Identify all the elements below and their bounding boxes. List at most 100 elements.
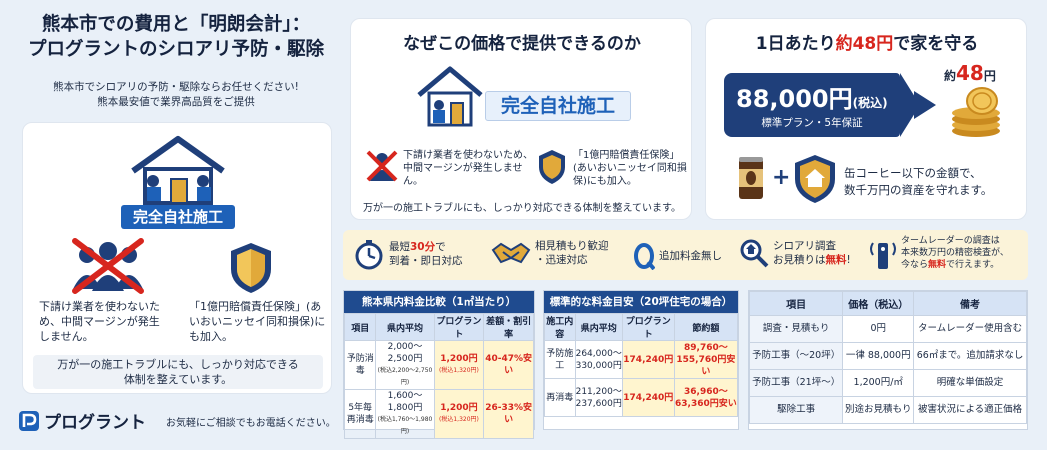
t1r1-avg1: 1,600〜	[387, 391, 423, 401]
table1-cell-avg: 2,000〜 2,500円 (税込2,200〜2,750円)	[375, 340, 435, 390]
right-daily-cost-card: 1日あたり約48円で家を守る 88,000円(税込) 標準プラン・5年保証 約4…	[705, 18, 1027, 220]
f4-line2-post: !	[846, 254, 851, 266]
t2r0-save2: 155,760円安い	[676, 354, 736, 377]
brand-logo[interactable]: プログラント	[18, 408, 146, 433]
table1-cell-item: 5年毎 再消毒	[343, 389, 377, 439]
table1-title: 熊本県内料金比較（1㎡当たり）	[344, 291, 534, 313]
approx-48-yen: 約48円	[944, 61, 996, 85]
f5-line1: タームレーダーの調査は	[901, 236, 1000, 246]
t1r0-avg-note: (税込2,200〜2,750円)	[377, 367, 433, 386]
price-main: 88,000円(税込)	[736, 79, 888, 114]
f4-line1: シロアリ調査	[773, 240, 836, 252]
logo-tagline: お気軽にご相談でもお電話ください。	[166, 418, 336, 429]
table-row: 予防工事（21坪〜） 1,200円/㎡ 明確な単価設定	[748, 369, 1027, 397]
table1-header: 県内平均	[375, 313, 435, 341]
table3-cell-price: 0円	[842, 315, 915, 343]
shield-icon	[539, 150, 565, 184]
f5-line2: 本来数万円の精密検査が、	[901, 248, 1009, 258]
left-title: 熊本市での費用と「明朗会計」： プログラントのシロアリ予防・駆除	[16, 12, 336, 62]
left-bottom-line2: 体制を整えています。	[123, 373, 233, 386]
table2-title: 標準的な料金目安（20坪住宅の場合）	[544, 291, 738, 313]
table3-cell-note: 被害状況による適正価格	[913, 396, 1027, 424]
shield-house-icon	[795, 155, 835, 203]
t2r1-avg2: 237,600円	[575, 398, 622, 409]
standard-price-table: 標準的な料金目安（20坪住宅の場合） 施工内容 県内平均 プログラント 節約額 …	[543, 290, 739, 430]
price-tag-icon: 88,000円(税込) 標準プラン・5年保証	[724, 73, 920, 137]
table3-cell-note: タームレーダー使用含む	[913, 315, 1027, 343]
table1-cell-price: 1,200円 (税込1,320円)	[433, 389, 485, 439]
price-compare-table: 熊本県内料金比較（1㎡当たり） 項目 県内平均 プログラント 差額・割引率 予防…	[343, 290, 535, 439]
handshake-icon	[491, 242, 531, 264]
jisha-badge: 完全自社施工	[121, 205, 235, 229]
left-subtitle: 熊本市でシロアリの予防・駆除ならお任せください! 熊本最安値で業界高品質をご提供	[16, 80, 336, 110]
feature-fast-text: 最短30分で 到着・即日対応	[389, 240, 463, 268]
left-sub-line1: 熊本市でシロアリの予防・駆除ならお任せください!	[53, 81, 299, 93]
logo-icon	[19, 410, 39, 431]
t1r1-item2: 再消毒	[346, 415, 374, 425]
feature-free-survey: シロアリ調査 お見積りは無料!	[739, 238, 851, 268]
table2-header: プログラント	[621, 313, 675, 341]
table-row: 調査・見積もり 0円 タームレーダー使用含む	[748, 315, 1027, 343]
zero-yen-icon	[634, 243, 655, 270]
price-plan: 標準プラン・5年保証	[761, 117, 863, 129]
table2-cell-save: 89,760〜 155,760円安い	[673, 340, 739, 379]
middle-bottom-note: 万が一の施工トラブルにも、しっかり対応できる体制を整えています。	[363, 203, 681, 214]
approx-pre: 約	[944, 69, 957, 83]
plus-icon: +	[772, 165, 791, 190]
coins-icon	[952, 87, 1000, 137]
t1r1-price-note: (税込1,320円)	[439, 416, 479, 423]
middle-title: なぜこの価格で提供できるのか	[403, 34, 641, 54]
table2-header: 施工内容	[544, 313, 576, 341]
t1r1-avg-note: (税込1,760〜1,980円)	[377, 416, 433, 435]
t1r1-price: 1,200円	[440, 403, 478, 413]
feature-term-radar-text: タームレーダーの調査は 本来数万円の精密検査が、 今なら無料で行えます。	[901, 235, 1009, 271]
feature-free-survey-text: シロアリ調査 お見積りは無料!	[773, 239, 851, 267]
table2-cell-save: 36,960〜 63,360円安い	[673, 378, 739, 417]
table3-header: 価格（税込）	[842, 291, 915, 316]
right-coffee-text: 缶コーヒー以下の金額で、 数千万円の資産を守れます。	[844, 165, 1024, 199]
approx-num: 48	[956, 61, 984, 85]
table-row: 予防工事（〜20坪） 一律 88,000円 66㎡まで。追加請求なし	[748, 342, 1027, 370]
table3-cell-price: 一律 88,000円	[842, 342, 915, 370]
t2r0-save1: 89,760〜	[684, 342, 728, 353]
f5-line3-post: で行えます。	[946, 260, 1000, 270]
f5-line3-red: 無料	[928, 260, 947, 270]
magnifier-house-icon	[740, 239, 769, 268]
t2r0-avg1: 264,000〜	[575, 348, 622, 359]
table3-cell-price: 1,200円/㎡	[842, 369, 915, 397]
right-title: 1日あたり約48円で家を守る	[706, 29, 1028, 54]
t1r1-avg2: 1,800円	[387, 403, 423, 413]
right-title-post: で家を守る	[893, 34, 979, 54]
t2r1-avg1: 211,200〜	[575, 386, 622, 397]
no-subcontractor-icon	[72, 238, 144, 294]
right-title-red: 約48円	[835, 34, 894, 54]
f1-post: で	[435, 241, 446, 253]
house-worker-icon	[417, 66, 483, 127]
table2-cell-price: 174,240円	[621, 340, 675, 379]
t1r0-avg1: 2,000〜	[387, 342, 423, 352]
table3-header: 備考	[913, 291, 1027, 316]
table2-cell-avg: 211,200〜 237,600円	[574, 378, 623, 417]
f5-line3-pre: 今なら	[901, 260, 929, 270]
middle-text-no-margin: 下請け業者を使わないため、中間マージンが発生しません。	[403, 150, 533, 187]
left-title-line2: プログラントのシロアリ予防・駆除	[27, 39, 324, 60]
price-value: 88,000円	[736, 85, 853, 113]
left-sub-line2: 熊本最安値で業界高品質をご提供	[97, 96, 255, 108]
left-bottom-line1: 万が一の施工トラブルにも、しっかり対応できる	[57, 358, 299, 371]
table-row: 予防消毒 2,000〜 2,500円 (税込2,200〜2,750円) 1,200円…	[343, 340, 534, 390]
t2r0-avg2: 330,000円	[575, 360, 622, 371]
t2r1-save2: 63,360円安い	[675, 398, 737, 409]
table3-cell-item: 駆除工事	[748, 396, 844, 424]
feature-estimate-text: 相見積もり歓迎 ・迅速対応	[535, 239, 609, 267]
table1-cell-save: 40-47%安い	[483, 340, 534, 390]
approx-unit: 円	[983, 69, 996, 83]
feature-term-radar: タームレーダーの調査は 本来数万円の精密検査が、 今なら無料で行えます。	[869, 235, 1009, 271]
f2-line2: ・迅速対応	[535, 254, 588, 266]
table3-header: 項目	[748, 291, 844, 316]
left-text-insurance: 「1億円賠償責任保険」(あいおいニッセイ同和損保)にも加入。	[189, 300, 326, 343]
table2-cell-item: 再消毒	[544, 378, 576, 417]
table3-cell-price: 別途お見積もり	[842, 396, 915, 424]
table1-cell-avg: 1,600〜 1,800円 (税込1,760〜1,980円)	[375, 389, 435, 439]
feature-fast-arrival: 最短30分で 到着・即日対応	[353, 238, 463, 270]
price-tax: (税込)	[852, 96, 888, 110]
